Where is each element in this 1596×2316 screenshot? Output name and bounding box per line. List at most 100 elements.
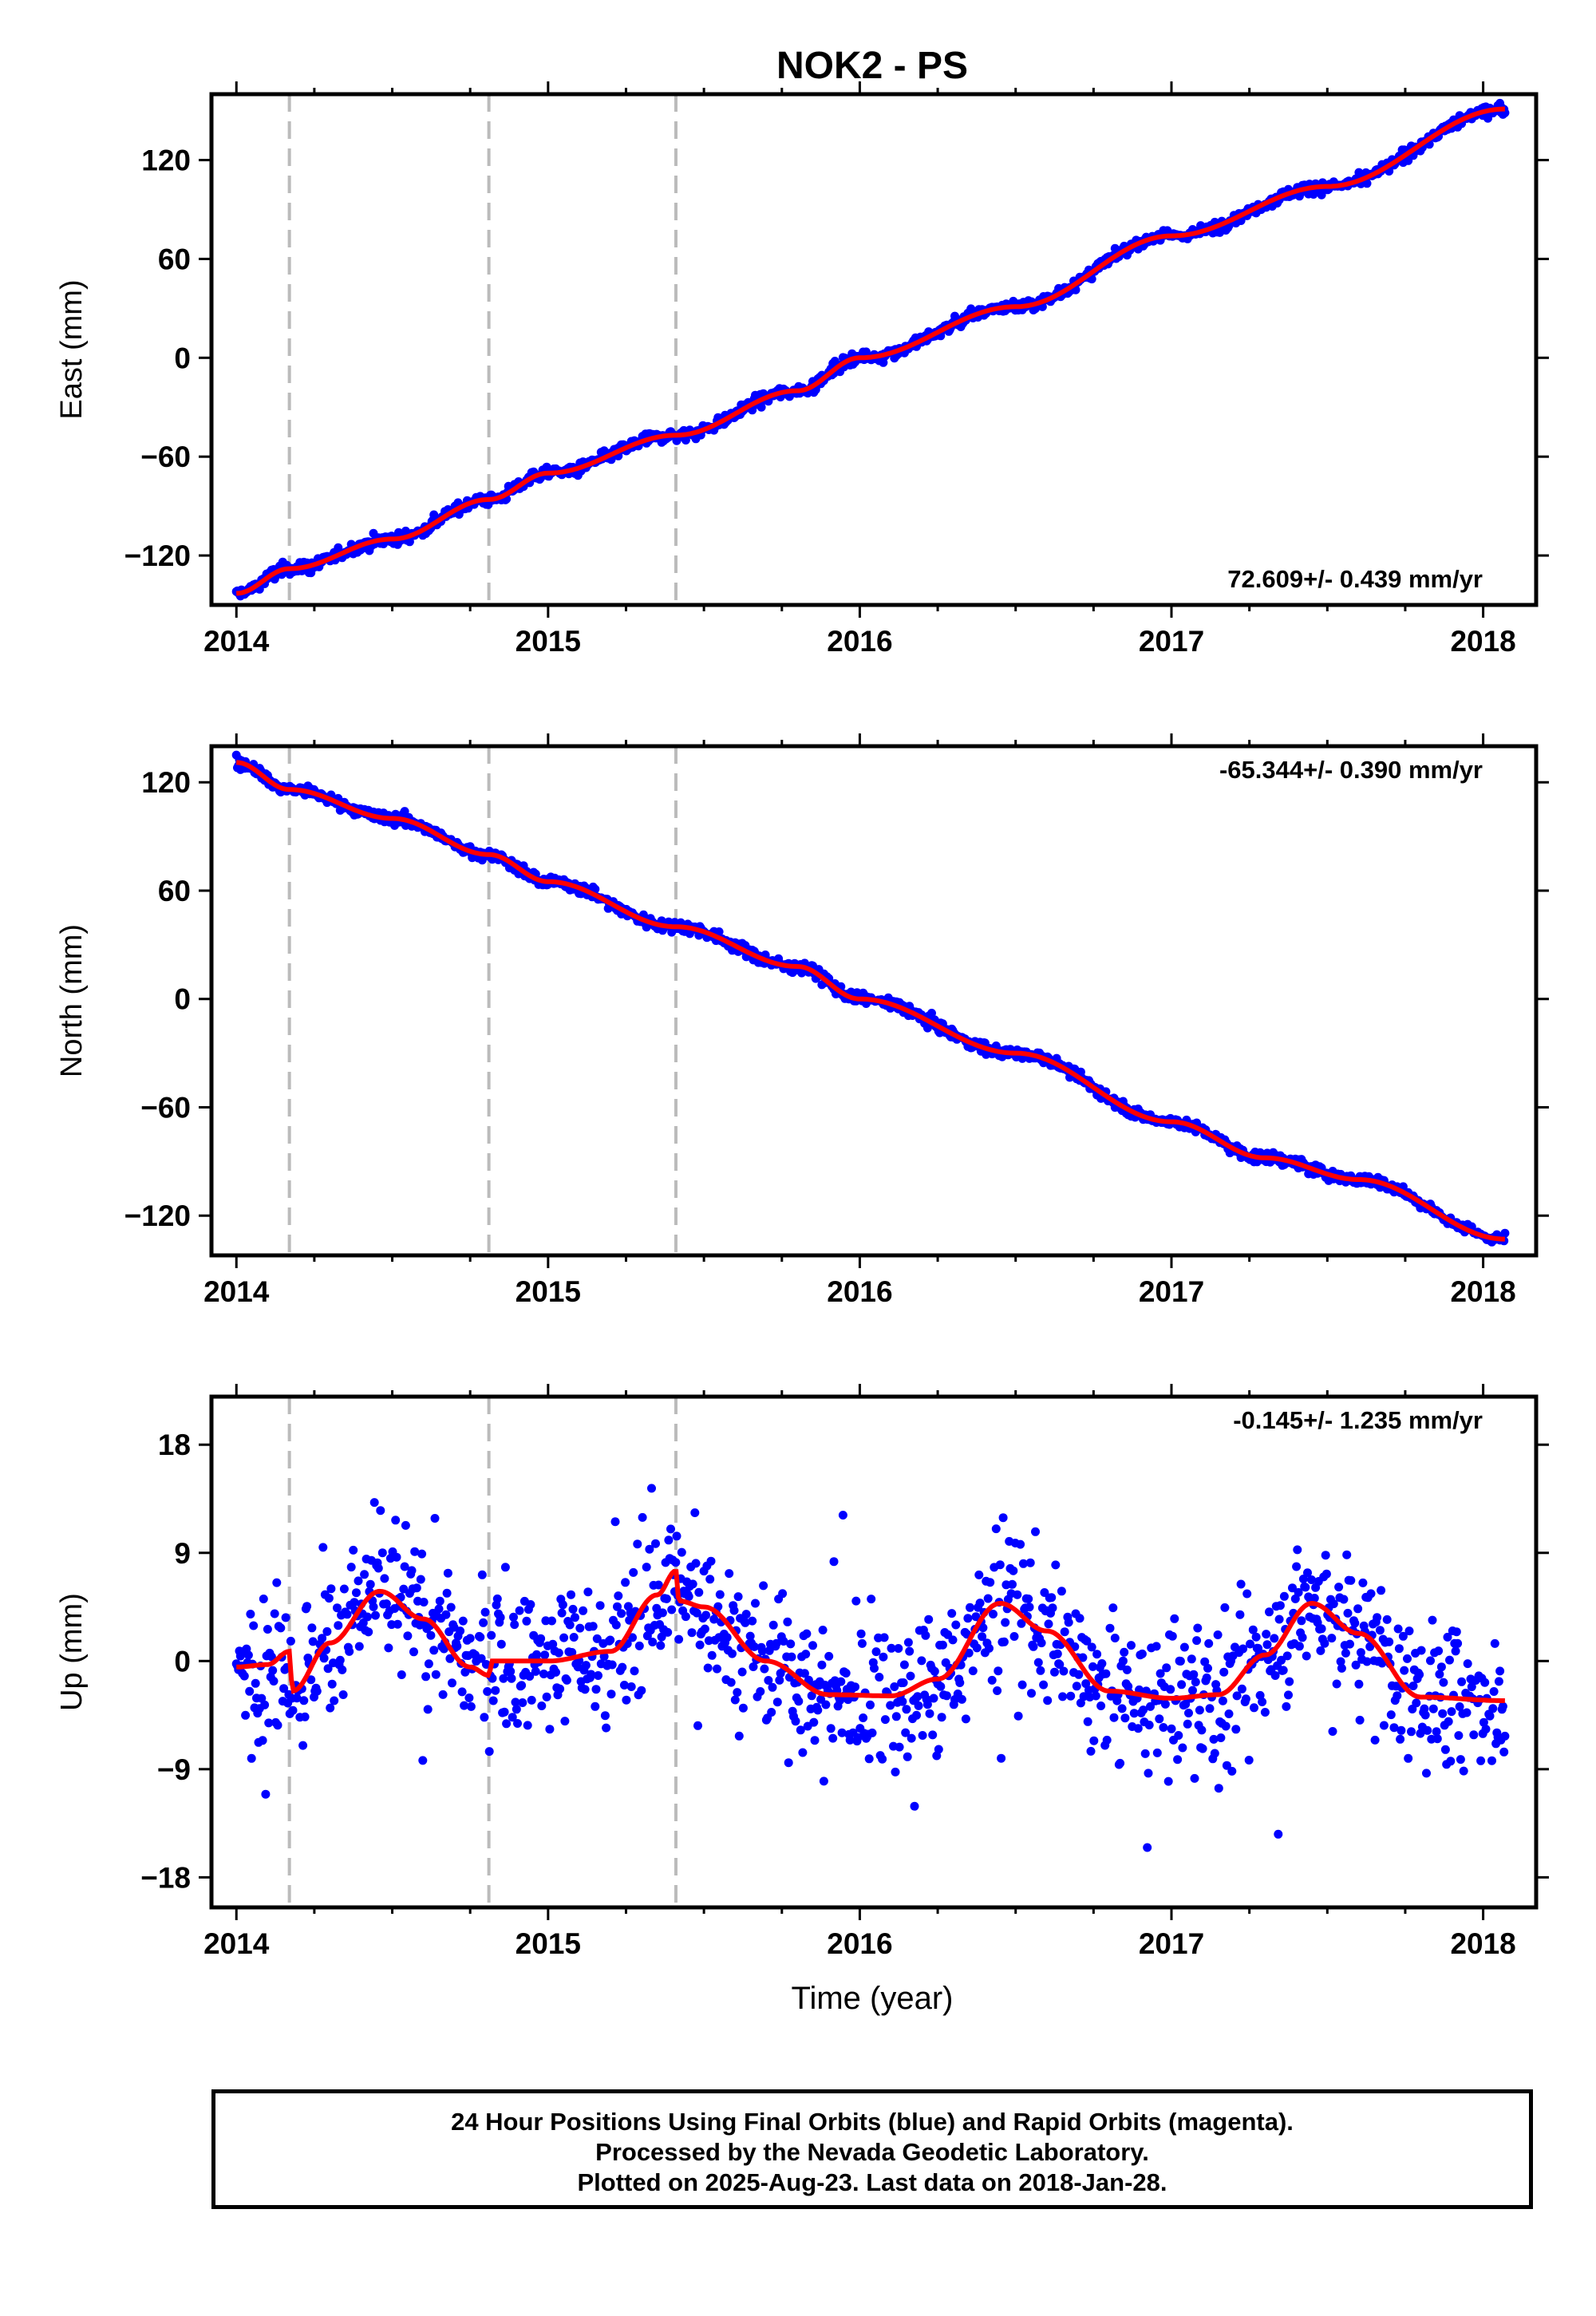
data-point xyxy=(714,927,724,936)
data-point xyxy=(1174,1731,1183,1740)
data-point xyxy=(694,1587,704,1597)
data-point xyxy=(312,1686,322,1696)
data-point xyxy=(1345,1639,1354,1649)
data-point xyxy=(319,1654,329,1663)
data-point xyxy=(1231,1725,1241,1734)
data-point xyxy=(1222,1761,1231,1770)
data-point xyxy=(1422,1769,1431,1778)
data-point xyxy=(826,1724,836,1733)
footer-line-3: Plotted on 2025-Aug-23. Last data on 201… xyxy=(577,2168,1167,2196)
data-point xyxy=(1224,1709,1234,1718)
data-point xyxy=(1213,1630,1223,1639)
data-point xyxy=(434,1604,444,1614)
data-point xyxy=(994,1666,1003,1676)
data-point xyxy=(1082,1636,1092,1646)
data-point xyxy=(345,1646,354,1656)
data-point xyxy=(951,1620,961,1630)
data-point xyxy=(1446,1757,1456,1766)
data-point xyxy=(600,1711,610,1721)
data-point xyxy=(1457,1677,1467,1686)
data-point xyxy=(391,1516,401,1525)
data-point xyxy=(1092,1650,1102,1659)
data-point xyxy=(1404,1753,1413,1763)
data-point xyxy=(871,1647,881,1657)
data-point xyxy=(733,1688,742,1697)
data-point xyxy=(1293,1545,1302,1555)
data-point xyxy=(894,1644,903,1653)
data-point xyxy=(677,1547,686,1557)
data-point xyxy=(567,1648,577,1657)
data-point xyxy=(1146,1701,1155,1711)
data-point xyxy=(642,1563,651,1572)
data-point xyxy=(1373,1613,1382,1622)
data-point xyxy=(591,884,600,894)
data-point xyxy=(435,1596,444,1606)
data-point xyxy=(867,1595,876,1604)
data-point xyxy=(1342,1550,1352,1559)
data-point xyxy=(725,1569,734,1579)
data-point xyxy=(645,1544,654,1554)
data-point xyxy=(964,1648,974,1658)
data-point xyxy=(667,1605,677,1614)
data-point xyxy=(417,1549,427,1559)
data-point xyxy=(1279,1591,1289,1601)
data-point xyxy=(693,1721,702,1730)
data-point xyxy=(737,1667,747,1677)
y-tick-label: 9 xyxy=(174,1537,191,1570)
data-point xyxy=(1428,1704,1438,1713)
data-point xyxy=(500,1707,509,1717)
data-point xyxy=(506,1666,516,1676)
y-tick-label: −120 xyxy=(124,539,191,572)
data-point xyxy=(807,1691,816,1701)
data-point xyxy=(1339,1595,1349,1604)
data-point xyxy=(1404,1626,1414,1636)
data-point xyxy=(423,1705,433,1714)
data-point xyxy=(798,1748,808,1757)
data-point xyxy=(1089,1736,1099,1745)
data-point xyxy=(870,1663,879,1673)
data-point xyxy=(1013,1711,1023,1721)
data-point xyxy=(749,1642,759,1651)
data-point xyxy=(286,1636,295,1646)
data-point xyxy=(902,1705,911,1714)
data-point xyxy=(961,1714,970,1724)
data-point xyxy=(1036,1666,1045,1675)
data-point xyxy=(1219,1667,1229,1677)
data-point xyxy=(1375,1626,1385,1635)
data-point xyxy=(633,1539,642,1549)
data-point xyxy=(1066,1691,1076,1701)
data-point xyxy=(496,1639,506,1649)
data-point xyxy=(1244,1756,1254,1765)
data-point xyxy=(726,1678,736,1687)
data-point xyxy=(512,1705,521,1714)
data-point xyxy=(1485,1711,1495,1721)
data-point xyxy=(910,1801,919,1811)
data-point xyxy=(899,1660,909,1670)
data-point xyxy=(1250,1703,1258,1713)
data-point xyxy=(1420,1710,1430,1720)
data-point xyxy=(342,1610,352,1619)
data-point xyxy=(602,1723,611,1733)
data-point xyxy=(1183,1719,1192,1729)
x-tick-label: 2015 xyxy=(516,625,581,658)
data-point xyxy=(887,1643,896,1653)
data-point xyxy=(523,1721,532,1730)
rate-annotation: -65.344+/- 0.390 mm/yr xyxy=(1219,756,1483,784)
data-point xyxy=(671,1558,681,1567)
data-point xyxy=(1270,1671,1280,1680)
data-point xyxy=(1285,1677,1294,1686)
data-point xyxy=(1188,1686,1197,1695)
data-point xyxy=(963,1614,973,1623)
data-point xyxy=(276,1623,286,1633)
data-point xyxy=(513,1719,522,1728)
data-point xyxy=(1487,1756,1496,1765)
data-point xyxy=(581,1661,591,1670)
data-point xyxy=(912,1710,921,1720)
data-point xyxy=(1443,1632,1452,1642)
data-point xyxy=(243,1650,253,1660)
data-point xyxy=(1362,1657,1372,1666)
data-point xyxy=(1451,1646,1460,1656)
data-point xyxy=(1294,1587,1303,1597)
data-point xyxy=(757,402,766,412)
data-point xyxy=(864,1754,874,1764)
